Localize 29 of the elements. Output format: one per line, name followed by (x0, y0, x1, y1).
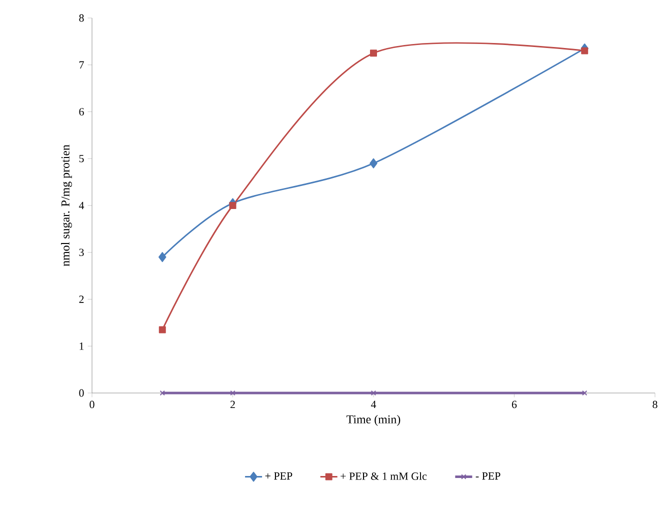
y-tick-label: 2 (79, 296, 84, 303)
y-tick-label: 5 (79, 154, 84, 162)
legend-label: + PEP & 1 mM Glc (340, 472, 427, 480)
x-tick-label: 8 (652, 400, 658, 408)
legend-label: + PEP (265, 472, 292, 480)
point (370, 158, 378, 168)
point (229, 202, 236, 209)
point (160, 390, 165, 396)
point (581, 47, 588, 54)
y-tick-label: 7 (79, 61, 84, 68)
point (158, 326, 166, 334)
x-tick-label: 0 (90, 400, 94, 408)
point (230, 390, 236, 396)
y-tick-label: 1 (80, 342, 84, 350)
x-tick-label: 6 (512, 400, 517, 408)
point (158, 252, 166, 262)
y-tick-label: 4 (78, 202, 84, 210)
y-tick-label: 6 (79, 108, 84, 116)
y-tick-label: 3 (79, 248, 84, 256)
point (582, 390, 588, 396)
point (370, 50, 377, 57)
x-tick-label: 2 (230, 400, 235, 408)
x-axis-title: Time (min) (346, 415, 400, 426)
point (370, 390, 376, 396)
y-tick-label: 8 (79, 14, 84, 22)
y-axis-title: nmol sugar. P/mg protien (61, 144, 72, 266)
y-tick-label: 0 (79, 389, 84, 397)
legend-label: - PEP (476, 472, 500, 480)
x-tick-label: 4 (370, 400, 376, 408)
